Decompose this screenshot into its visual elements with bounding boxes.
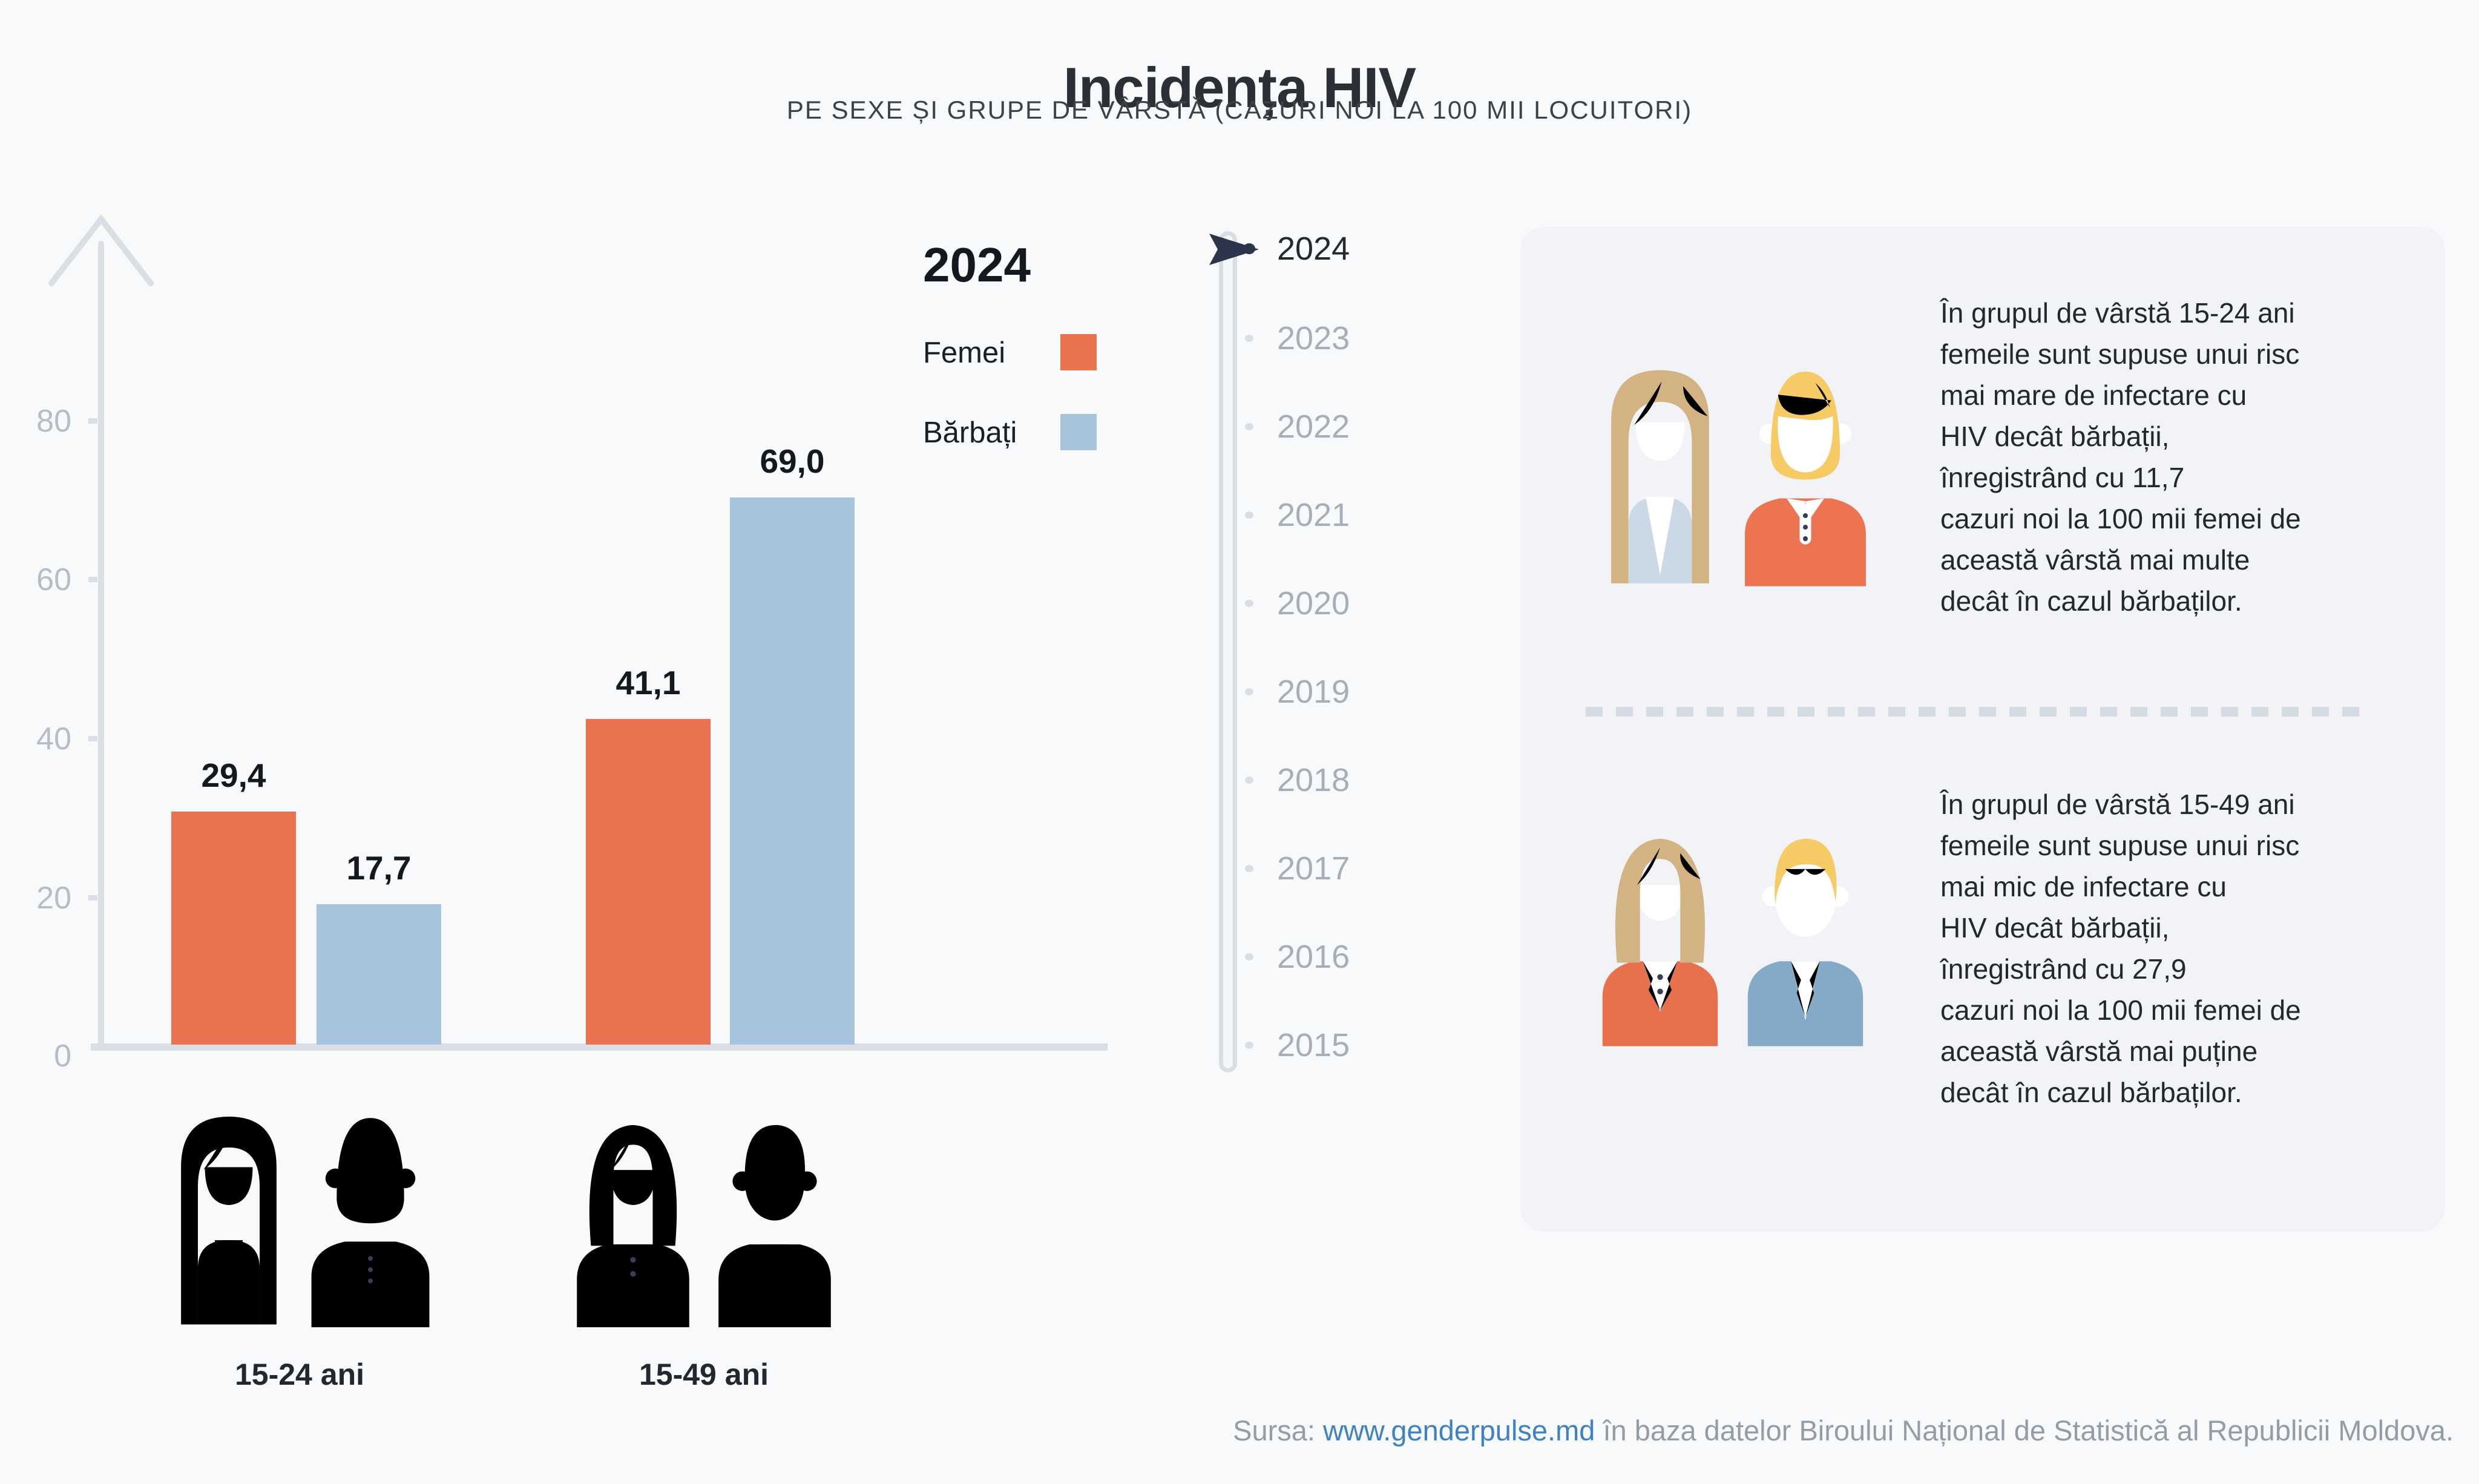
y-axis-arrow-icon [48, 214, 154, 286]
page-subtitle: PE SEXE ȘI GRUPE DE VÂRSTĂ (CAZURI NOI L… [786, 96, 1693, 124]
insight-text-15-24: În grupul de vârstă 15-24 ani femeile su… [1940, 297, 2301, 617]
page-title: Incidența HIV [1063, 55, 1416, 119]
timeline-dot [1245, 688, 1253, 695]
timeline-year-2023[interactable]: 2023 [1277, 320, 1350, 356]
category-label-15-24: 15-24 ani [234, 1358, 364, 1391]
y-tick-mark [88, 736, 97, 741]
source-suffix: în baza datelor Biroului Național de Sta… [1595, 1414, 2454, 1446]
timeline-year-2024[interactable]: 2024 [1277, 231, 1350, 267]
timeline-arrow-icon [1209, 234, 1259, 265]
y-axis-line [98, 241, 104, 1047]
timeline-track[interactable] [1219, 231, 1237, 1072]
timeline-dot [1245, 511, 1253, 519]
woman-icon-colored-15-24 [1588, 352, 1732, 596]
bar-group-barbati-15-24: 17,7 [317, 849, 441, 1045]
woman-icon-colored-15-49 [1588, 812, 1732, 1056]
bar-barbati-15-24[interactable] [317, 904, 441, 1045]
y-tick-0: 0 [54, 1039, 71, 1074]
man-icon-colored-15-49 [1733, 812, 1877, 1056]
man-icon-outline-15-49 [704, 1097, 845, 1339]
timeline-dot [1245, 423, 1253, 430]
timeline-year-2015[interactable]: 2015 [1277, 1027, 1350, 1063]
bar-value-label: 17,7 [346, 849, 412, 887]
legend-year: 2024 [923, 238, 1031, 292]
bar-value-label: 69,0 [760, 442, 825, 480]
bar-value-label: 41,1 [616, 664, 681, 701]
bar-group-femei-15-49: 41,1 [586, 663, 711, 1045]
woman-icon-outline-15-49 [563, 1097, 703, 1339]
y-tick-mark [88, 577, 97, 582]
bar-femei-15-24[interactable] [171, 812, 296, 1045]
bar-barbati-15-49[interactable] [730, 497, 855, 1045]
dashed-divider [1586, 707, 2368, 717]
timeline-year-2022[interactable]: 2022 [1277, 409, 1350, 445]
bar-group-femei-15-24: 29,4 [171, 756, 296, 1045]
category-label-15-49: 15-49 ani [639, 1358, 769, 1391]
source-prefix: Sursa: [1233, 1414, 1324, 1446]
timeline-year-2019[interactable]: 2019 [1277, 674, 1350, 710]
timeline-dot [1245, 335, 1253, 342]
x-axis-line [91, 1043, 1108, 1051]
timeline-dot [1245, 600, 1253, 607]
timeline-year-2016[interactable]: 2016 [1277, 939, 1350, 975]
legend-item-femei[interactable]: Femei [923, 334, 1105, 372]
insight-text-15-49: În grupul de vârstă 15-49 ani femeile su… [1940, 789, 2301, 1108]
man-icon-colored-15-24 [1733, 352, 1877, 596]
legend-label-barbati: Bărbați [923, 416, 1017, 449]
y-tick-mark [88, 895, 97, 901]
insight-card: În grupul de vârstă 15-24 ani femeile su… [1520, 227, 2445, 1232]
y-tick-40: 40 [36, 721, 71, 757]
legend-swatch-femei[interactable] [1060, 334, 1097, 370]
bar-chart: 29,4 17,7 41,1 69,0 [171, 442, 855, 1045]
timeline-year-2017[interactable]: 2017 [1277, 850, 1350, 887]
woman-icon-outline-15-24 [159, 1097, 299, 1339]
y-tick-80: 80 [36, 404, 71, 439]
bar-femei-15-49[interactable] [586, 719, 711, 1045]
legend-label-femei: Femei [923, 337, 1006, 369]
timeline-dot [1245, 953, 1253, 960]
bar-group-barbati-15-49: 69,0 [730, 442, 855, 1045]
man-icon-outline-15-24 [300, 1097, 441, 1339]
source-line: Sursa: www.genderpulse.md în baza datelo… [0, 1414, 2454, 1447]
timeline-dot [1245, 865, 1253, 872]
timeline-dot [1245, 776, 1253, 784]
legend-item-barbati[interactable]: Bărbați [923, 414, 1105, 451]
y-tick-mark [88, 418, 97, 424]
timeline-year-2020[interactable]: 2020 [1277, 585, 1350, 622]
timeline-year-2021[interactable]: 2021 [1277, 497, 1350, 533]
timeline-dot-2024 [1243, 243, 1255, 254]
legend-swatch-barbati[interactable] [1060, 414, 1097, 450]
timeline-year-2018[interactable]: 2018 [1277, 762, 1350, 798]
source-link[interactable]: www.genderpulse.md [1323, 1414, 1595, 1446]
y-tick-20: 20 [36, 881, 71, 916]
bar-value-label: 29,4 [201, 757, 266, 794]
y-tick-60: 60 [36, 562, 71, 597]
timeline-dot [1245, 1042, 1253, 1049]
